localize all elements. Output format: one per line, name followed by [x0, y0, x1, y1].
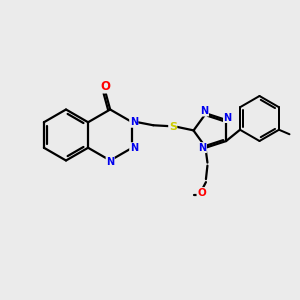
Text: N: N: [198, 142, 206, 153]
Text: O: O: [101, 80, 111, 93]
Text: N: N: [130, 117, 138, 127]
Text: N: N: [130, 143, 138, 153]
Text: N: N: [106, 157, 114, 167]
Text: S: S: [169, 122, 177, 132]
Text: N: N: [200, 106, 208, 116]
Text: N: N: [224, 112, 232, 122]
Text: O: O: [197, 188, 206, 198]
